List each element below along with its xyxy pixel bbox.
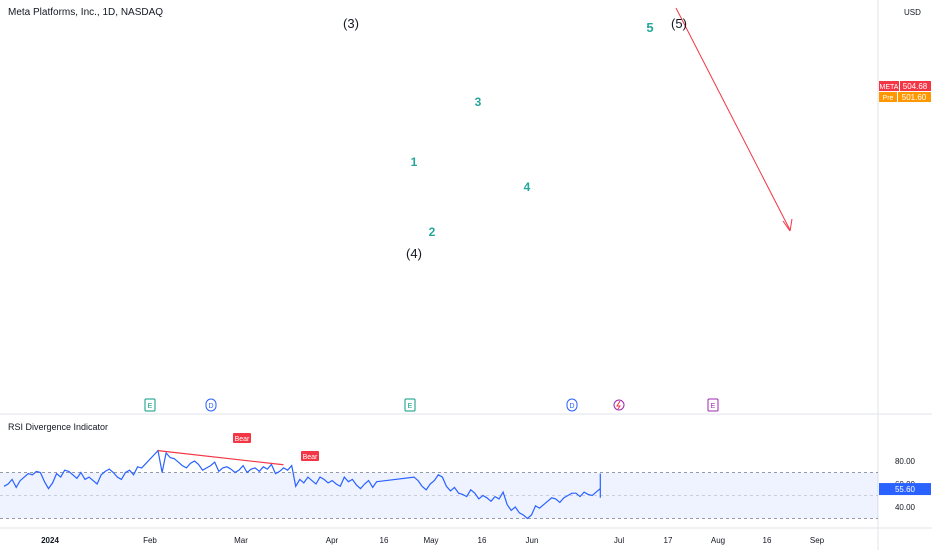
bear-label-box [233,433,251,443]
time-tick-label: Aug [711,536,725,545]
wave-label-w4w: (4) [406,246,422,261]
currency-label: USD [904,8,921,17]
event-marker-e[interactable] [404,398,416,412]
wave-label-1: 1 [411,155,418,169]
pre-symbol-text: Pre [883,95,894,102]
pre-price-text: 501.60 [902,93,927,102]
wave-label-w5w: (5) [671,16,687,31]
event-marker-text: E [711,403,716,410]
bear-label-text: Bear [303,454,318,461]
time-tick-label: 16 [380,536,389,545]
indicator-title: RSI Divergence Indicator [8,422,109,432]
time-tick-label: May [423,536,438,545]
time-tick-label: Jul [614,536,624,545]
wave-label-4: 4 [524,180,531,194]
event-marker-d[interactable] [205,398,217,412]
forecast-arrow-head [782,218,793,232]
bear-label-box [301,451,319,461]
wave-label-5: 5 [646,20,653,35]
pre-price-tag [898,92,931,102]
event-marker-text: E [408,403,413,410]
rsi-last-value-tag [879,483,931,496]
bear-divergence-line [157,450,284,466]
rsi-tick-label: 80.00 [895,457,916,466]
wave-label-2: 2 [429,225,436,239]
meta-symbol-tag [879,81,899,91]
symbol-title: Meta Platforms, Inc., 1D, NASDAQ [8,7,164,18]
wave-label-w3w: (3) [343,16,359,31]
time-tick-label: 16 [478,536,487,545]
time-tick-label: 17 [664,536,673,545]
meta-symbol-text: META [880,84,899,91]
last-price-text: 504.68 [903,82,928,91]
wave-label-3: 3 [475,95,482,109]
rsi-line [3,449,601,520]
bear-label-text: Bear [235,436,250,443]
event-marker-e[interactable] [144,398,156,412]
time-tick-label: Sep [810,536,825,545]
forecast-arrow-line [675,7,791,231]
time-tick-label: 16 [763,536,772,545]
time-tick-label: Jun [526,536,539,545]
event-marker-text: D [208,403,213,410]
event-marker-text: E [148,403,153,410]
last-price-tag [900,81,931,91]
rsi-last-value-text: 55.60 [895,485,916,494]
pre-symbol-tag [879,92,897,102]
split-event-icon[interactable] [613,399,625,411]
rsi-tick-label: 40.00 [895,503,916,512]
event-marker-text: D [569,403,574,410]
time-tick-label: 2024 [41,536,59,545]
lightning-icon [616,400,621,410]
time-tick-label: Feb [143,536,157,545]
time-tick-label: Mar [234,536,248,545]
event-marker-e[interactable] [707,398,719,412]
event-marker-d[interactable] [566,398,578,412]
time-tick-label: Apr [326,536,339,545]
